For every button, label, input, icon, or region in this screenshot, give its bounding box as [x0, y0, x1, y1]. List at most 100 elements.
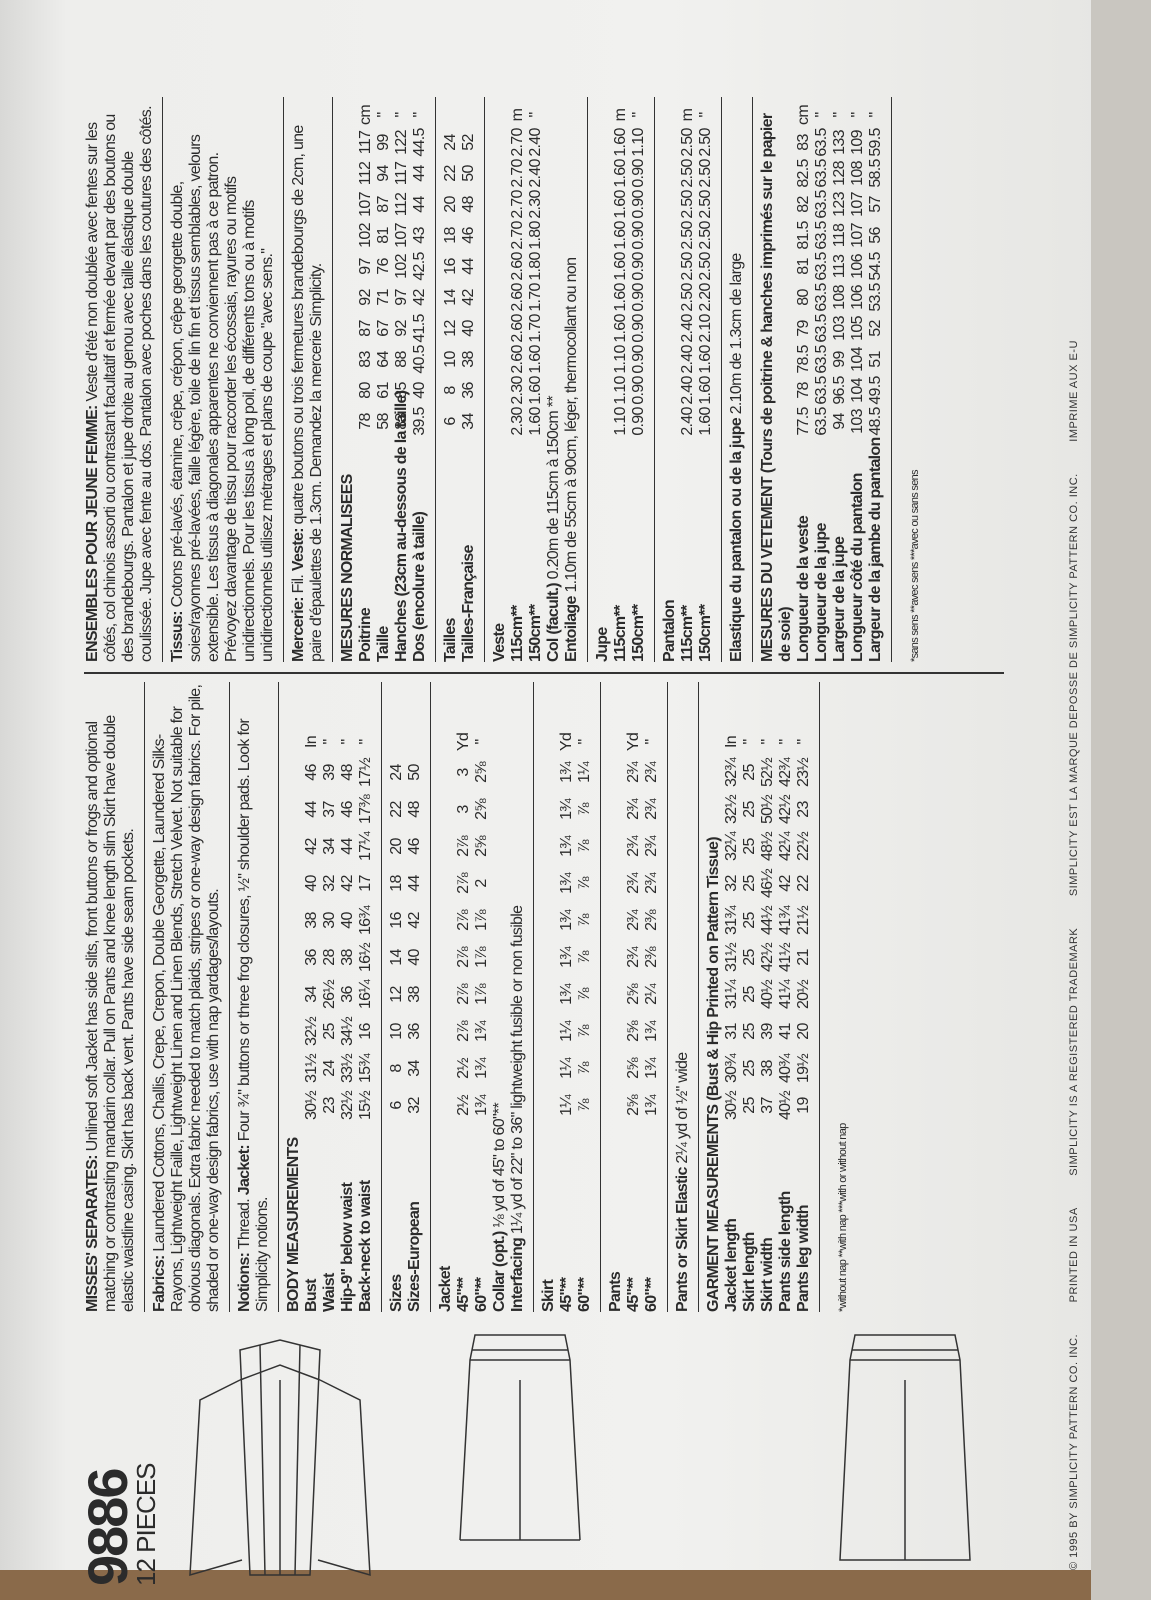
- cell: 36: [406, 1023, 423, 1040]
- row-label: Taille: [375, 626, 392, 662]
- fabrics-text: Cotons pré-lavés, étamine, crêpe, crépon…: [169, 134, 276, 662]
- cell: 2⅞: [455, 947, 472, 968]
- cell: 1¾: [558, 910, 575, 931]
- cell: 17¼: [357, 831, 374, 862]
- row-label: Longueur côté du pantalon: [849, 473, 866, 662]
- cell: 1¾: [473, 1058, 490, 1079]
- cell: 1.10: [612, 345, 629, 374]
- cell: 1.60: [612, 314, 629, 343]
- row-label: Waist: [321, 1273, 338, 1312]
- cell: 2¾: [643, 836, 660, 857]
- cell: 2½: [455, 1058, 472, 1079]
- cell: 40¾: [777, 1053, 794, 1084]
- unit: ": [339, 739, 356, 745]
- cell: 48: [460, 196, 477, 213]
- cell: 20: [442, 196, 459, 213]
- cell: 36: [460, 382, 477, 399]
- cell: 1¾: [643, 1021, 660, 1042]
- cell: 102: [393, 254, 410, 279]
- notions-thread: Fil.: [290, 574, 307, 594]
- cell: 2.50: [679, 128, 696, 157]
- cell: 82: [795, 196, 812, 213]
- cell: 19: [795, 1097, 812, 1114]
- row-label: Dos (encolure à taille): [411, 511, 428, 662]
- cell: 87: [357, 320, 374, 337]
- cell: 63.5: [813, 128, 830, 157]
- notions-lead: Mercerie:: [290, 597, 307, 662]
- copyright-line: © 1995 BY SIMPLICITY PATTERN CO. INC. PR…: [1068, 312, 1080, 1570]
- cell: 2.40: [527, 128, 544, 157]
- notions-thread: Thread.: [236, 1199, 253, 1250]
- cell: 1.60: [612, 221, 629, 250]
- table-row: Largeur de la jambe du pantalon 48.5 49.5 5…: [867, 97, 885, 662]
- cell: 0.90: [630, 345, 647, 374]
- table-row: 45"** 2⅝ 2⅝ 2⅝ 2⅝ 2¾ 2¾ 2¾ 2¾ 2¾ 2¾ Yd: [625, 682, 643, 1312]
- cell: 32: [321, 875, 338, 892]
- cell: 28: [321, 949, 338, 966]
- cell: 48½: [759, 831, 776, 862]
- cell: 17: [357, 875, 374, 892]
- cell: 1.60: [697, 407, 714, 436]
- cell: 1¾: [558, 984, 575, 1005]
- cell: 6: [442, 417, 459, 426]
- cell: 44½: [759, 905, 776, 936]
- collar-text: ⅛ yd of 45" to 60"**: [491, 1103, 508, 1228]
- cell: 25: [741, 1060, 758, 1077]
- cell: ⅞: [576, 1025, 593, 1038]
- row-label: 60"**: [576, 1277, 593, 1312]
- cell: 18: [388, 875, 405, 892]
- cell: 2⅞: [455, 873, 472, 894]
- fabrics: Tissus: Cotons pré-lavés, étamine, crêpe…: [169, 97, 277, 662]
- cell: 2.50: [697, 159, 714, 188]
- table-row: Pants leg width 19 19½ 20 20½ 21 21½ 22 22½ 23 23½…: [795, 682, 813, 1312]
- cell: 2.50: [697, 128, 714, 157]
- cell: 20: [388, 838, 405, 855]
- cell: 2: [473, 879, 490, 888]
- cell: 107: [849, 192, 866, 217]
- cell: 2¾: [643, 799, 660, 820]
- cell: 109: [849, 130, 866, 155]
- divider: [229, 682, 230, 1312]
- unit: m: [679, 108, 696, 122]
- cell: 16: [442, 258, 459, 275]
- cell: 41½: [777, 942, 794, 973]
- cell: 71: [375, 289, 392, 306]
- cell: 34: [321, 838, 338, 855]
- cell: 2⅝: [625, 1058, 642, 1079]
- pattern-envelope: [0, 0, 1110, 1570]
- unit: ": [357, 739, 374, 745]
- cell: 107: [849, 223, 866, 248]
- trademark-fr: SIMPLICITY EST LA MARQUE DEPOSSE DE SIMP…: [1068, 473, 1080, 897]
- cell: 24: [388, 764, 405, 781]
- row-label: Longueur de la jupe: [813, 523, 830, 662]
- cell: ⅞: [576, 803, 593, 816]
- cell: 2⅝: [625, 984, 642, 1005]
- cell: 44: [406, 875, 423, 892]
- cell: 44: [460, 258, 477, 275]
- cell: 40.5: [411, 345, 428, 374]
- cell: 38: [406, 986, 423, 1003]
- cell: 97: [393, 289, 410, 306]
- cell: 1.60: [612, 252, 629, 281]
- unit: ": [741, 739, 758, 745]
- row-label: Back-neck to waist: [357, 1180, 374, 1312]
- description: MISSES' SEPARATES: Unlined soft Jacket h…: [84, 682, 138, 1312]
- cell: 23: [321, 1097, 338, 1114]
- cell: 31¾: [723, 905, 740, 936]
- divider: [430, 682, 431, 1312]
- cell: 2⅞: [455, 984, 472, 1005]
- cell: 48: [406, 801, 423, 818]
- unit: ": [867, 112, 884, 118]
- cell: 2⅞: [455, 1021, 472, 1042]
- row-label: Pants leg width: [795, 1205, 812, 1312]
- table-row: Longueur de la jupe 63.5 63.5 63.5 63.5 63.5 6…: [813, 97, 831, 662]
- cell: 2.50: [697, 190, 714, 219]
- cell: 1.60: [697, 376, 714, 405]
- cell: 22: [442, 165, 459, 182]
- french-column: ENSEMBLES POUR JEUNE FEMME: Veste d'été …: [84, 97, 924, 662]
- cell: 46½: [759, 868, 776, 899]
- table-row: 60"** ⅞ ⅞ ⅞ ⅞ ⅞ ⅞ ⅞ ⅞ ⅞ 1¼ ": [576, 682, 594, 1312]
- cell: 34: [303, 986, 320, 1003]
- table-row: Taille 58 61 64 67 71 76 81 87 94 99 ": [375, 97, 393, 662]
- cell: 102: [357, 223, 374, 248]
